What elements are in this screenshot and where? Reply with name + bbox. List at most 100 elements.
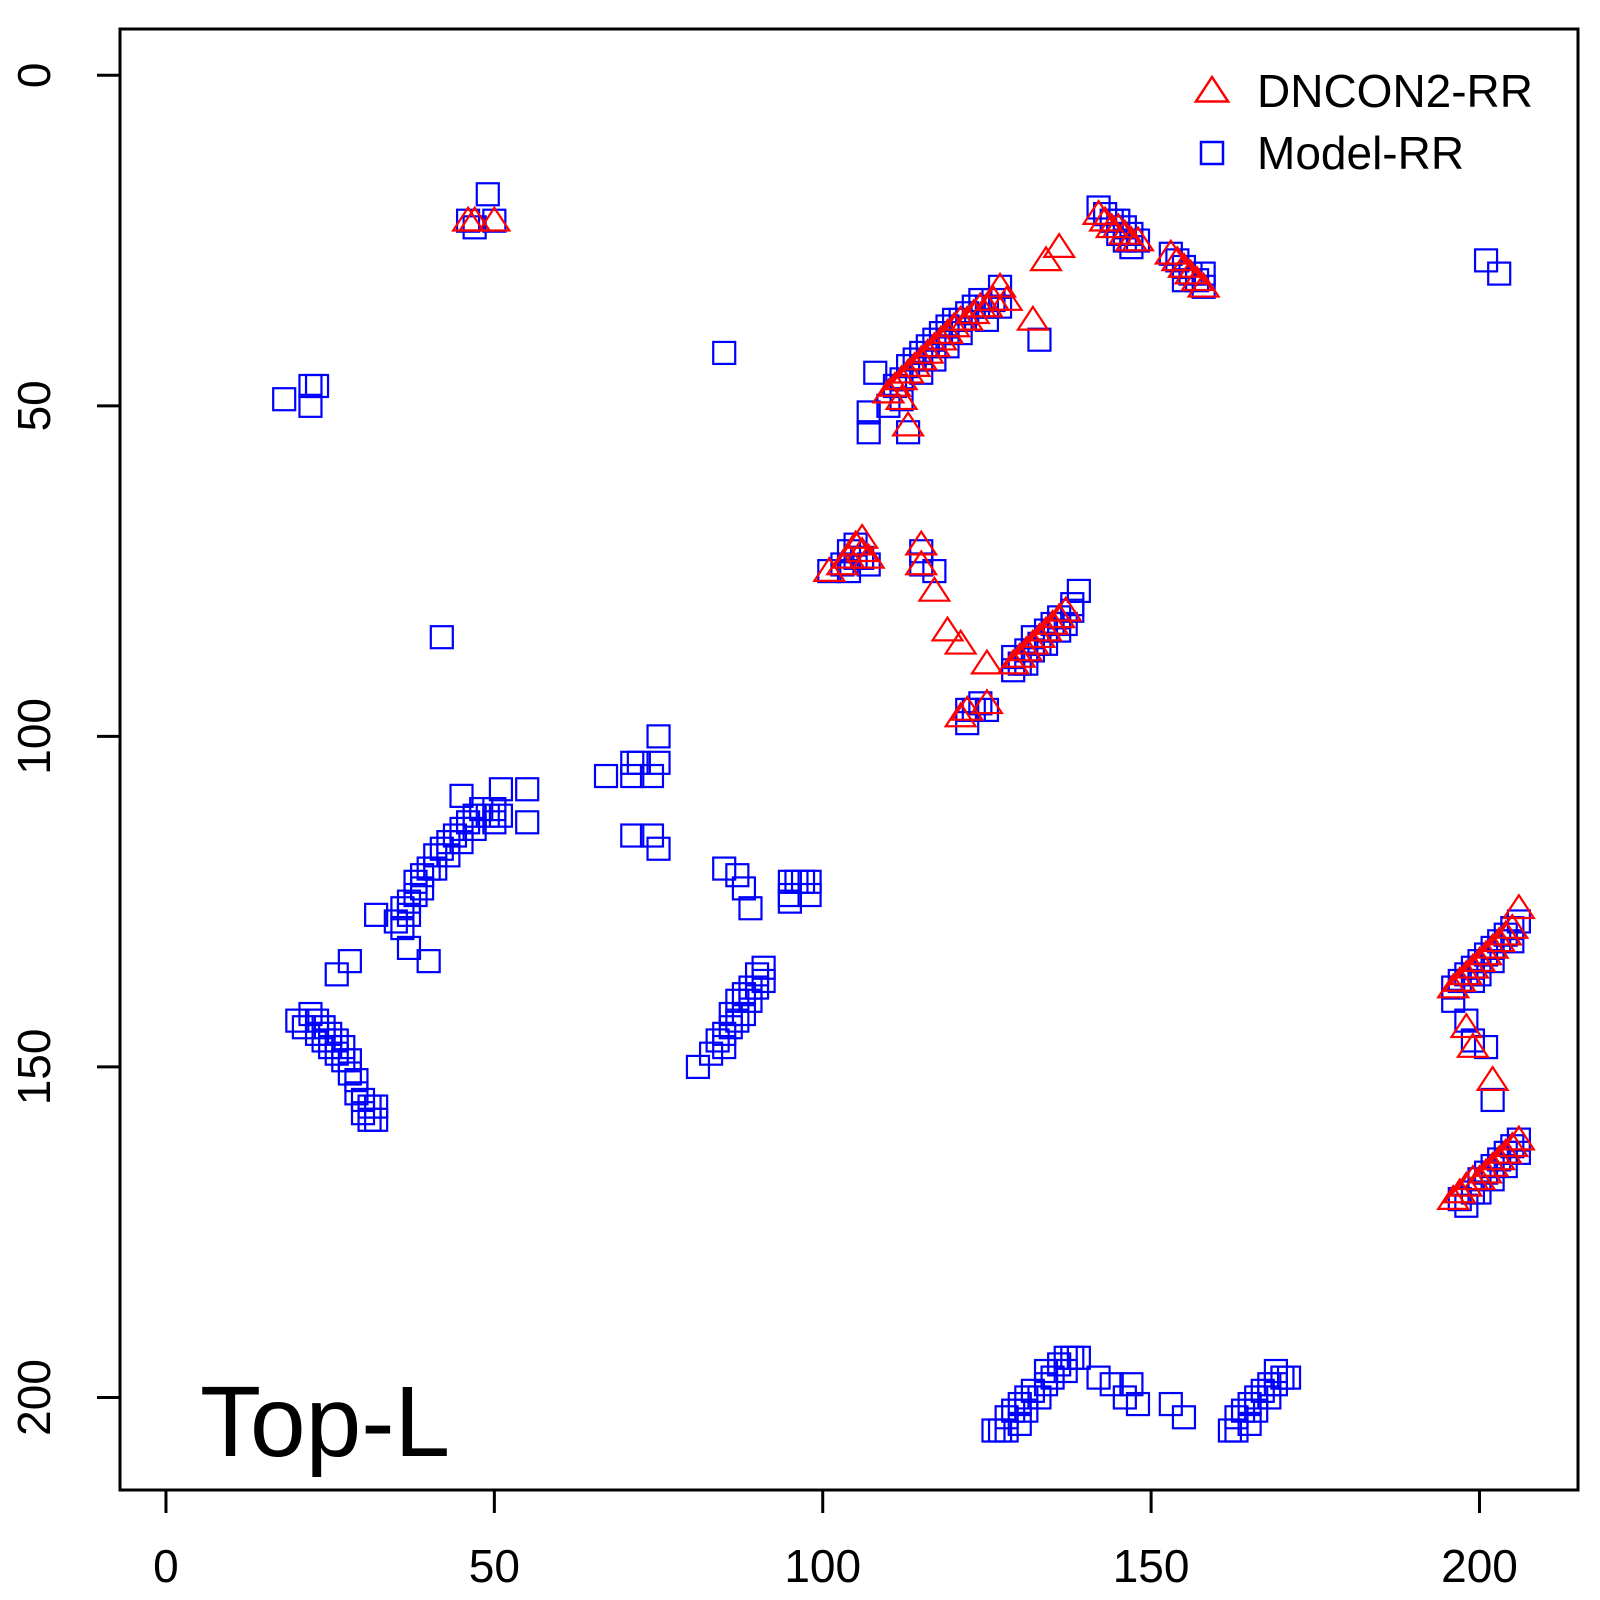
square-marker [416, 949, 441, 974]
square-marker [482, 810, 507, 835]
triangle-marker [1455, 952, 1490, 979]
square-marker [285, 1008, 310, 1033]
square-marker [705, 1028, 730, 1053]
triangle-marker [457, 205, 492, 232]
square-marker [396, 935, 422, 961]
square-marker [1276, 1365, 1302, 1390]
triangle-marker [1469, 1157, 1504, 1184]
triangle-marker [1495, 1131, 1530, 1158]
legend: DNCON2-RR Model-RR [1193, 65, 1533, 179]
square-marker [429, 836, 454, 861]
triangle-marker [891, 410, 926, 437]
square-marker [1047, 1352, 1072, 1377]
square-marker [337, 1048, 362, 1073]
square-marker [863, 360, 888, 385]
square-marker [909, 539, 934, 564]
square-marker [1460, 1028, 1486, 1053]
square-marker [1014, 1385, 1039, 1410]
square-marker [311, 1028, 336, 1053]
square-marker [324, 1041, 349, 1066]
triangle-marker [1495, 913, 1530, 939]
square-marker [318, 1034, 343, 1060]
square-marker [1263, 1372, 1288, 1397]
square-marker [383, 909, 408, 934]
triangle-marker [1501, 893, 1536, 920]
square-marker [620, 763, 645, 789]
square-marker [364, 902, 389, 927]
square-marker [856, 400, 881, 425]
x-tick-label: 200 [1441, 1540, 1518, 1592]
panel-annotation: Top-L [200, 1366, 450, 1478]
triangle-marker [1002, 642, 1037, 668]
square-marker [455, 810, 481, 835]
y-tick-label: 50 [8, 380, 60, 431]
square-marker [324, 962, 349, 987]
square-marker [337, 1061, 362, 1086]
square-marker [396, 902, 422, 927]
triangle-marker [1436, 972, 1471, 999]
square-marker [731, 1001, 757, 1027]
square-marker [744, 962, 770, 987]
triangle-marker [1475, 1151, 1510, 1177]
square-marker [1020, 1378, 1045, 1403]
square-marker [291, 1015, 316, 1040]
square-marker [646, 836, 671, 861]
square-marker [304, 1008, 330, 1033]
x-tick-label: 150 [1113, 1540, 1190, 1592]
square-marker [1033, 1372, 1059, 1397]
square-marker [1066, 578, 1091, 604]
square-marker [738, 896, 763, 921]
square-marker [968, 691, 993, 716]
square-marker [1125, 1391, 1151, 1417]
square-marker [344, 1081, 369, 1106]
triangle-marker [1462, 1164, 1497, 1191]
square-marker [1473, 248, 1499, 273]
triangle-marker [943, 628, 978, 655]
square-marker [1158, 1391, 1183, 1417]
triangle-marker [1153, 238, 1188, 265]
triangle-marker [1180, 265, 1215, 292]
triangle-marker [1042, 602, 1077, 629]
y-axis: 0 50 100 150 200 [8, 62, 122, 1436]
legend-triangle-icon [1193, 74, 1231, 103]
triangle-marker [1029, 245, 1064, 272]
y-tick-label: 0 [8, 62, 60, 88]
square-marker [1053, 1358, 1078, 1384]
triangle-marker [838, 529, 873, 556]
square-marker [429, 625, 454, 650]
triangle-marker [930, 615, 965, 642]
square-marker [1250, 1378, 1275, 1403]
triangle-marker [1035, 608, 1070, 635]
x-axis: 0 50 100 150 200 [153, 1488, 1518, 1592]
square-marker [396, 889, 422, 914]
square-marker [410, 876, 435, 901]
triangle-marker [1022, 622, 1057, 649]
square-marker [626, 750, 651, 775]
triangle-marker [917, 331, 952, 358]
triangle-marker [904, 529, 939, 556]
square-marker [646, 750, 671, 775]
square-marker [1237, 1411, 1262, 1436]
triangle-marker [943, 701, 978, 728]
square-marker [462, 816, 487, 842]
square-marker [646, 724, 671, 749]
square-marker [324, 1028, 349, 1053]
square-marker [1066, 1345, 1091, 1370]
square-marker [994, 1405, 1019, 1430]
square-marker [304, 373, 330, 399]
square-marker [403, 882, 428, 908]
square-marker [462, 803, 487, 828]
square-marker [449, 783, 474, 808]
triangle-marker [1436, 1184, 1471, 1210]
square-marker [1014, 1398, 1039, 1423]
square-marker [515, 810, 540, 835]
square-marker [738, 988, 763, 1013]
square-marker [515, 777, 540, 802]
data-markers [272, 182, 1536, 1443]
triangle-marker [1449, 1012, 1484, 1039]
square-marker [712, 340, 737, 366]
legend-square-icon [1199, 140, 1225, 166]
square-marker [896, 420, 921, 445]
square-marker [318, 1021, 343, 1046]
